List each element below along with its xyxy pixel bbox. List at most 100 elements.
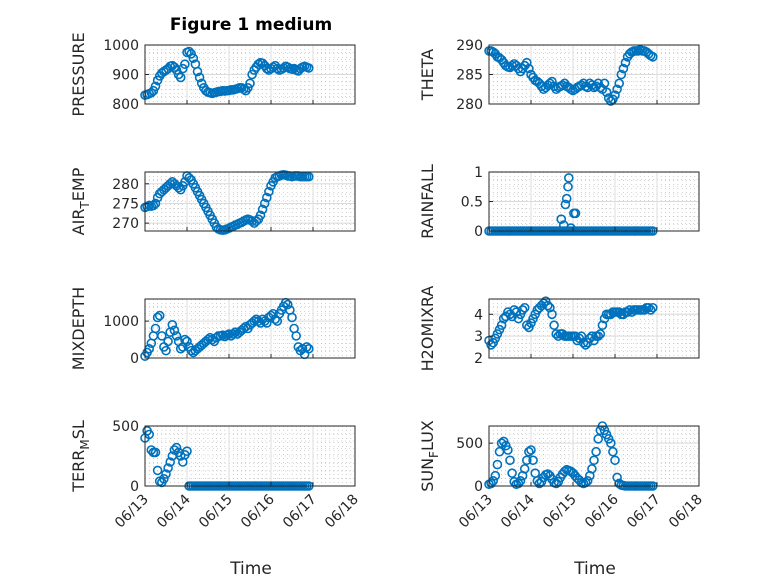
data-point (161, 469, 171, 479)
subplot-2: 280 285 290 THETA (418, 38, 700, 113)
data-point (150, 447, 161, 458)
y-tick-label: 0 (130, 351, 139, 367)
data-point (593, 331, 604, 341)
data-point (171, 331, 182, 341)
data-point (259, 198, 270, 209)
data-point (563, 181, 573, 192)
x-axis-label-left: Time (229, 559, 272, 579)
data-point (507, 468, 517, 478)
data-point (159, 473, 169, 484)
data-point (545, 302, 555, 313)
data-point (608, 446, 618, 457)
data-point (150, 323, 161, 334)
data-point (610, 455, 620, 466)
data-point (255, 210, 266, 221)
y-tick-label: 900 (112, 68, 139, 84)
y-tick-label: 270 (112, 216, 139, 232)
data-point (163, 463, 173, 473)
data-point (182, 446, 192, 457)
data-point (563, 173, 574, 183)
x-axis-label-right: Time (573, 559, 616, 579)
data-point (182, 336, 192, 347)
data-point (647, 302, 658, 313)
data-point (595, 329, 606, 339)
y-tick-label: 0 (474, 224, 483, 240)
y-tick-label: 1000 (103, 38, 139, 54)
data-point (146, 87, 157, 98)
axes-box (488, 425, 700, 487)
data-point (643, 302, 654, 313)
data-point (547, 309, 557, 320)
y-axis-label: H2OMIXRA (418, 286, 437, 372)
data-point (580, 477, 591, 488)
data-point (528, 455, 538, 466)
data-point (622, 307, 633, 317)
data-point (618, 63, 629, 74)
data-point (186, 345, 196, 356)
data-point (161, 345, 171, 356)
data-point (614, 78, 625, 89)
y-tick-label: 290 (456, 38, 483, 54)
data-point (287, 312, 297, 323)
data-point (192, 66, 203, 77)
data-point (245, 78, 255, 89)
data-point (515, 476, 526, 486)
y-tick-label: 280 (456, 97, 483, 113)
y-tick-label: 3 (474, 329, 483, 345)
data-point (303, 63, 314, 73)
data-point (578, 337, 589, 348)
data-point (580, 340, 591, 350)
data-point (194, 72, 205, 83)
data-point (612, 84, 622, 95)
data-point (272, 63, 283, 74)
data-point (647, 51, 658, 62)
data-point (154, 310, 165, 321)
data-point (591, 446, 601, 457)
data-point (230, 327, 241, 337)
data-point (152, 465, 163, 476)
data-point (148, 85, 159, 96)
data-point (524, 446, 534, 457)
data-point (247, 216, 257, 226)
data-point (582, 476, 593, 486)
data-point (238, 84, 249, 95)
data-point (498, 313, 509, 324)
data-point (556, 214, 567, 224)
data-point (492, 459, 503, 470)
data-point (152, 312, 163, 323)
data-point (178, 63, 188, 74)
y-tick-label: 0 (474, 479, 483, 495)
data-point (150, 198, 161, 209)
data-point (517, 305, 528, 315)
data-point (560, 199, 571, 210)
data-point (526, 445, 536, 455)
y-tick-label: 4 (474, 307, 483, 323)
data-point (561, 193, 572, 204)
data-point (243, 82, 253, 93)
y-axis-label: PRESSURE (69, 32, 88, 116)
data-point (610, 90, 620, 100)
data-point (228, 329, 238, 339)
data-point (645, 305, 656, 315)
data-point (150, 81, 161, 92)
data-point (261, 63, 272, 74)
figure-title: Figure 1 medium (170, 15, 332, 35)
y-tick-label: 0 (130, 479, 139, 495)
axes-box (144, 298, 356, 359)
data-point (268, 308, 278, 319)
data-point (524, 63, 534, 74)
data-point (570, 208, 581, 219)
data-point (175, 72, 186, 83)
data-point (496, 320, 507, 331)
data-point (188, 53, 199, 64)
y-axis-label: THETA (418, 49, 437, 101)
data-point (148, 200, 159, 211)
y-tick-label: 1000 (103, 314, 139, 330)
data-point (587, 80, 597, 90)
subplot-5: 0 1000 MIXDEPTH (69, 287, 356, 370)
data-point (593, 434, 604, 444)
y-tick-label: 500 (456, 436, 483, 452)
subplot-6: 2 3 4 H2OMIXRA (418, 286, 700, 372)
axes-box (144, 171, 356, 232)
